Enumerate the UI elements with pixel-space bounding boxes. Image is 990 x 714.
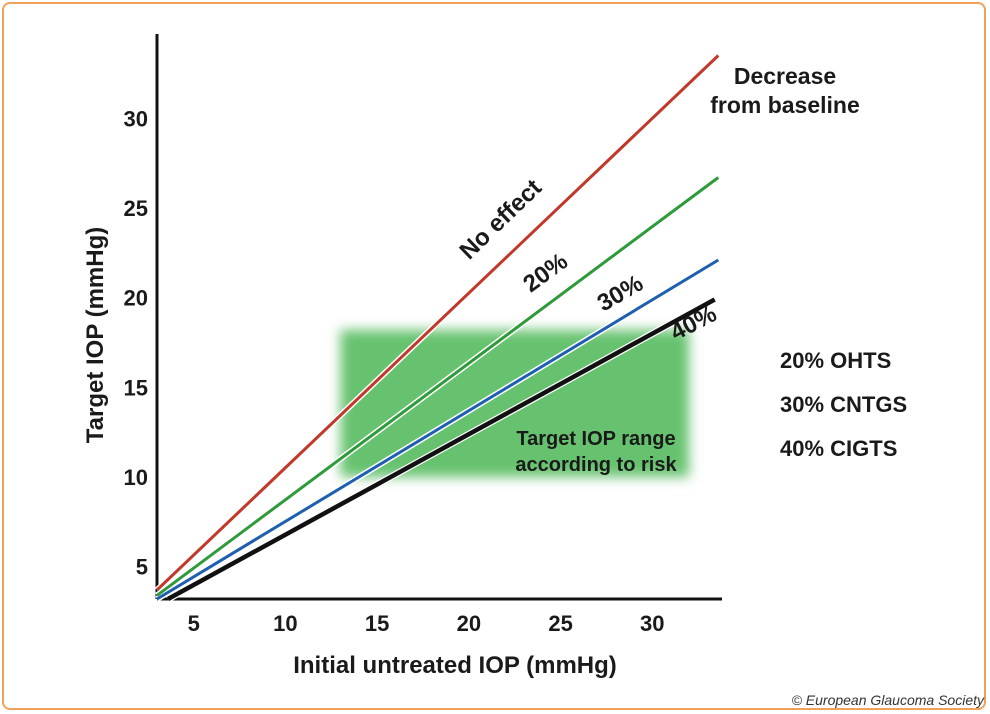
study-ohts: 20% OHTS <box>780 348 892 373</box>
study-cigts: 40% CIGTS <box>780 436 898 461</box>
target-range-label-line2: according to risk <box>515 454 677 476</box>
y-tick-label: 30 <box>124 106 148 131</box>
series-line-2 <box>156 258 720 601</box>
series-lines <box>154 53 721 603</box>
x-tick-label: 5 <box>188 611 200 636</box>
copyright-notice: © European Glaucoma Society <box>791 692 984 708</box>
series-line-3 <box>166 297 716 601</box>
study-cntgs: 30% CNTGS <box>780 392 908 417</box>
x-axis-title: Initial untreated IOP (mmHg) <box>293 652 617 679</box>
target-range-label-line1: Target IOP range <box>516 428 675 450</box>
y-tick-label: 5 <box>136 555 148 580</box>
x-tick-label: 15 <box>365 611 389 636</box>
series-label-40: 40% <box>666 300 721 346</box>
y-tick-label: 25 <box>124 196 148 221</box>
x-tick-label: 30 <box>640 611 664 636</box>
y-tick-label: 20 <box>124 286 148 311</box>
x-tick-label: 25 <box>548 611 572 636</box>
series-line-0 <box>155 54 720 592</box>
x-tick-label: 10 <box>273 611 297 636</box>
x-tick-label: 20 <box>457 611 481 636</box>
series-line-1 <box>156 176 720 597</box>
y-tick-label: 15 <box>124 375 148 400</box>
series-label-no-effect: No effect <box>454 174 547 265</box>
legend-title-line2: from baseline <box>710 92 860 118</box>
axes <box>155 34 722 601</box>
y-axis-title: Target IOP (mmHg) <box>82 227 109 443</box>
y-tick-label: 10 <box>124 465 148 490</box>
legend-title-line1: Decrease <box>734 63 836 89</box>
tick-labels: 5 10 15 20 25 30 5 10 15 20 25 30 <box>124 106 665 636</box>
